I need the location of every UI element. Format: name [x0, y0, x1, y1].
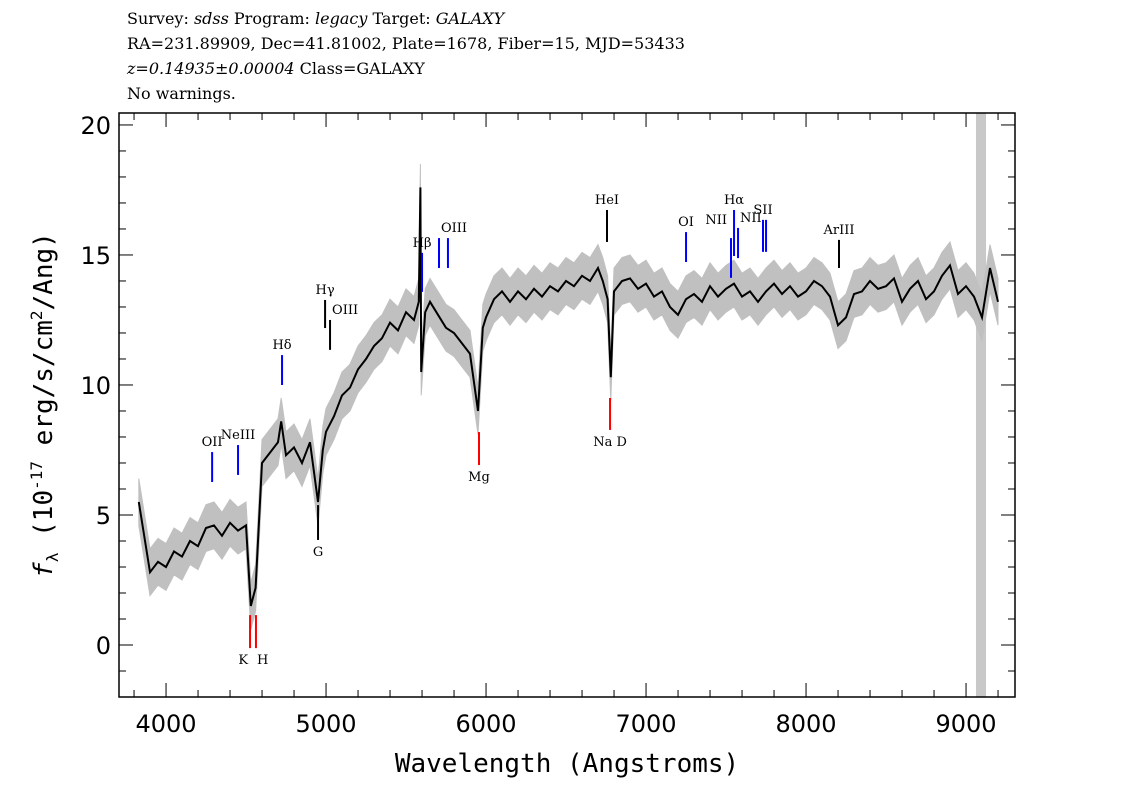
line-label: H	[257, 653, 268, 668]
header: Survey: sdss Program: legacy Target: GAL…	[126, 9, 685, 103]
y-tick-label: 5	[96, 502, 111, 530]
x-tick-label: 6000	[456, 710, 517, 738]
line-label: Hα	[724, 193, 744, 208]
line-label: Na D	[593, 435, 627, 450]
header-line-3: z=0.14935±0.00004 Class=GALAXY	[126, 59, 425, 78]
y-tick-label: 15	[80, 242, 111, 270]
line-label: HeI	[595, 193, 619, 208]
line-label: NII	[705, 213, 727, 228]
line-label: Hβ	[413, 236, 432, 251]
header-line-4: No warnings.	[127, 84, 236, 103]
line-label: OI	[678, 215, 694, 230]
line-label: Mg	[468, 470, 490, 485]
line-label: NII	[740, 211, 762, 226]
y-tick-label: 0	[96, 632, 111, 660]
header-line-2: RA=231.89909, Dec=41.81002, Plate=1678, …	[127, 34, 685, 53]
line-label: SII	[753, 203, 772, 218]
line-label: OIII	[441, 221, 467, 236]
line-label: ArIII	[822, 223, 854, 238]
masked-region	[975, 113, 987, 697]
x-axis-label: Wavelength (Angstroms)	[395, 749, 739, 779]
line-label: K	[238, 653, 248, 668]
line-label: G	[313, 545, 323, 560]
line-label: OIII	[332, 303, 358, 318]
line-label: Hγ	[316, 283, 335, 298]
header-line-1: Survey: sdss Program: legacy Target: GAL…	[127, 9, 506, 28]
line-label: OII	[202, 435, 223, 450]
y-axis-label: fλ (10-17 erg/s/cm2/Ang)	[27, 232, 62, 578]
x-tick-label: 7000	[616, 710, 677, 738]
axis-ticks: 4000 5000 6000 7000 8000 9000 0 5 10 15 20	[80, 112, 1015, 738]
line-label: NeIII	[221, 428, 255, 443]
y-tick-label: 20	[80, 112, 111, 140]
line-label: Hδ	[272, 338, 291, 353]
x-tick-label: 4000	[136, 710, 197, 738]
plot-frame	[118, 112, 1016, 698]
x-tick-label: 9000	[936, 710, 997, 738]
y-tick-label: 10	[80, 372, 111, 400]
x-tick-label: 8000	[776, 710, 837, 738]
flux-line	[137, 187, 999, 607]
x-tick-label: 5000	[296, 710, 357, 738]
error-band	[138, 163, 999, 630]
